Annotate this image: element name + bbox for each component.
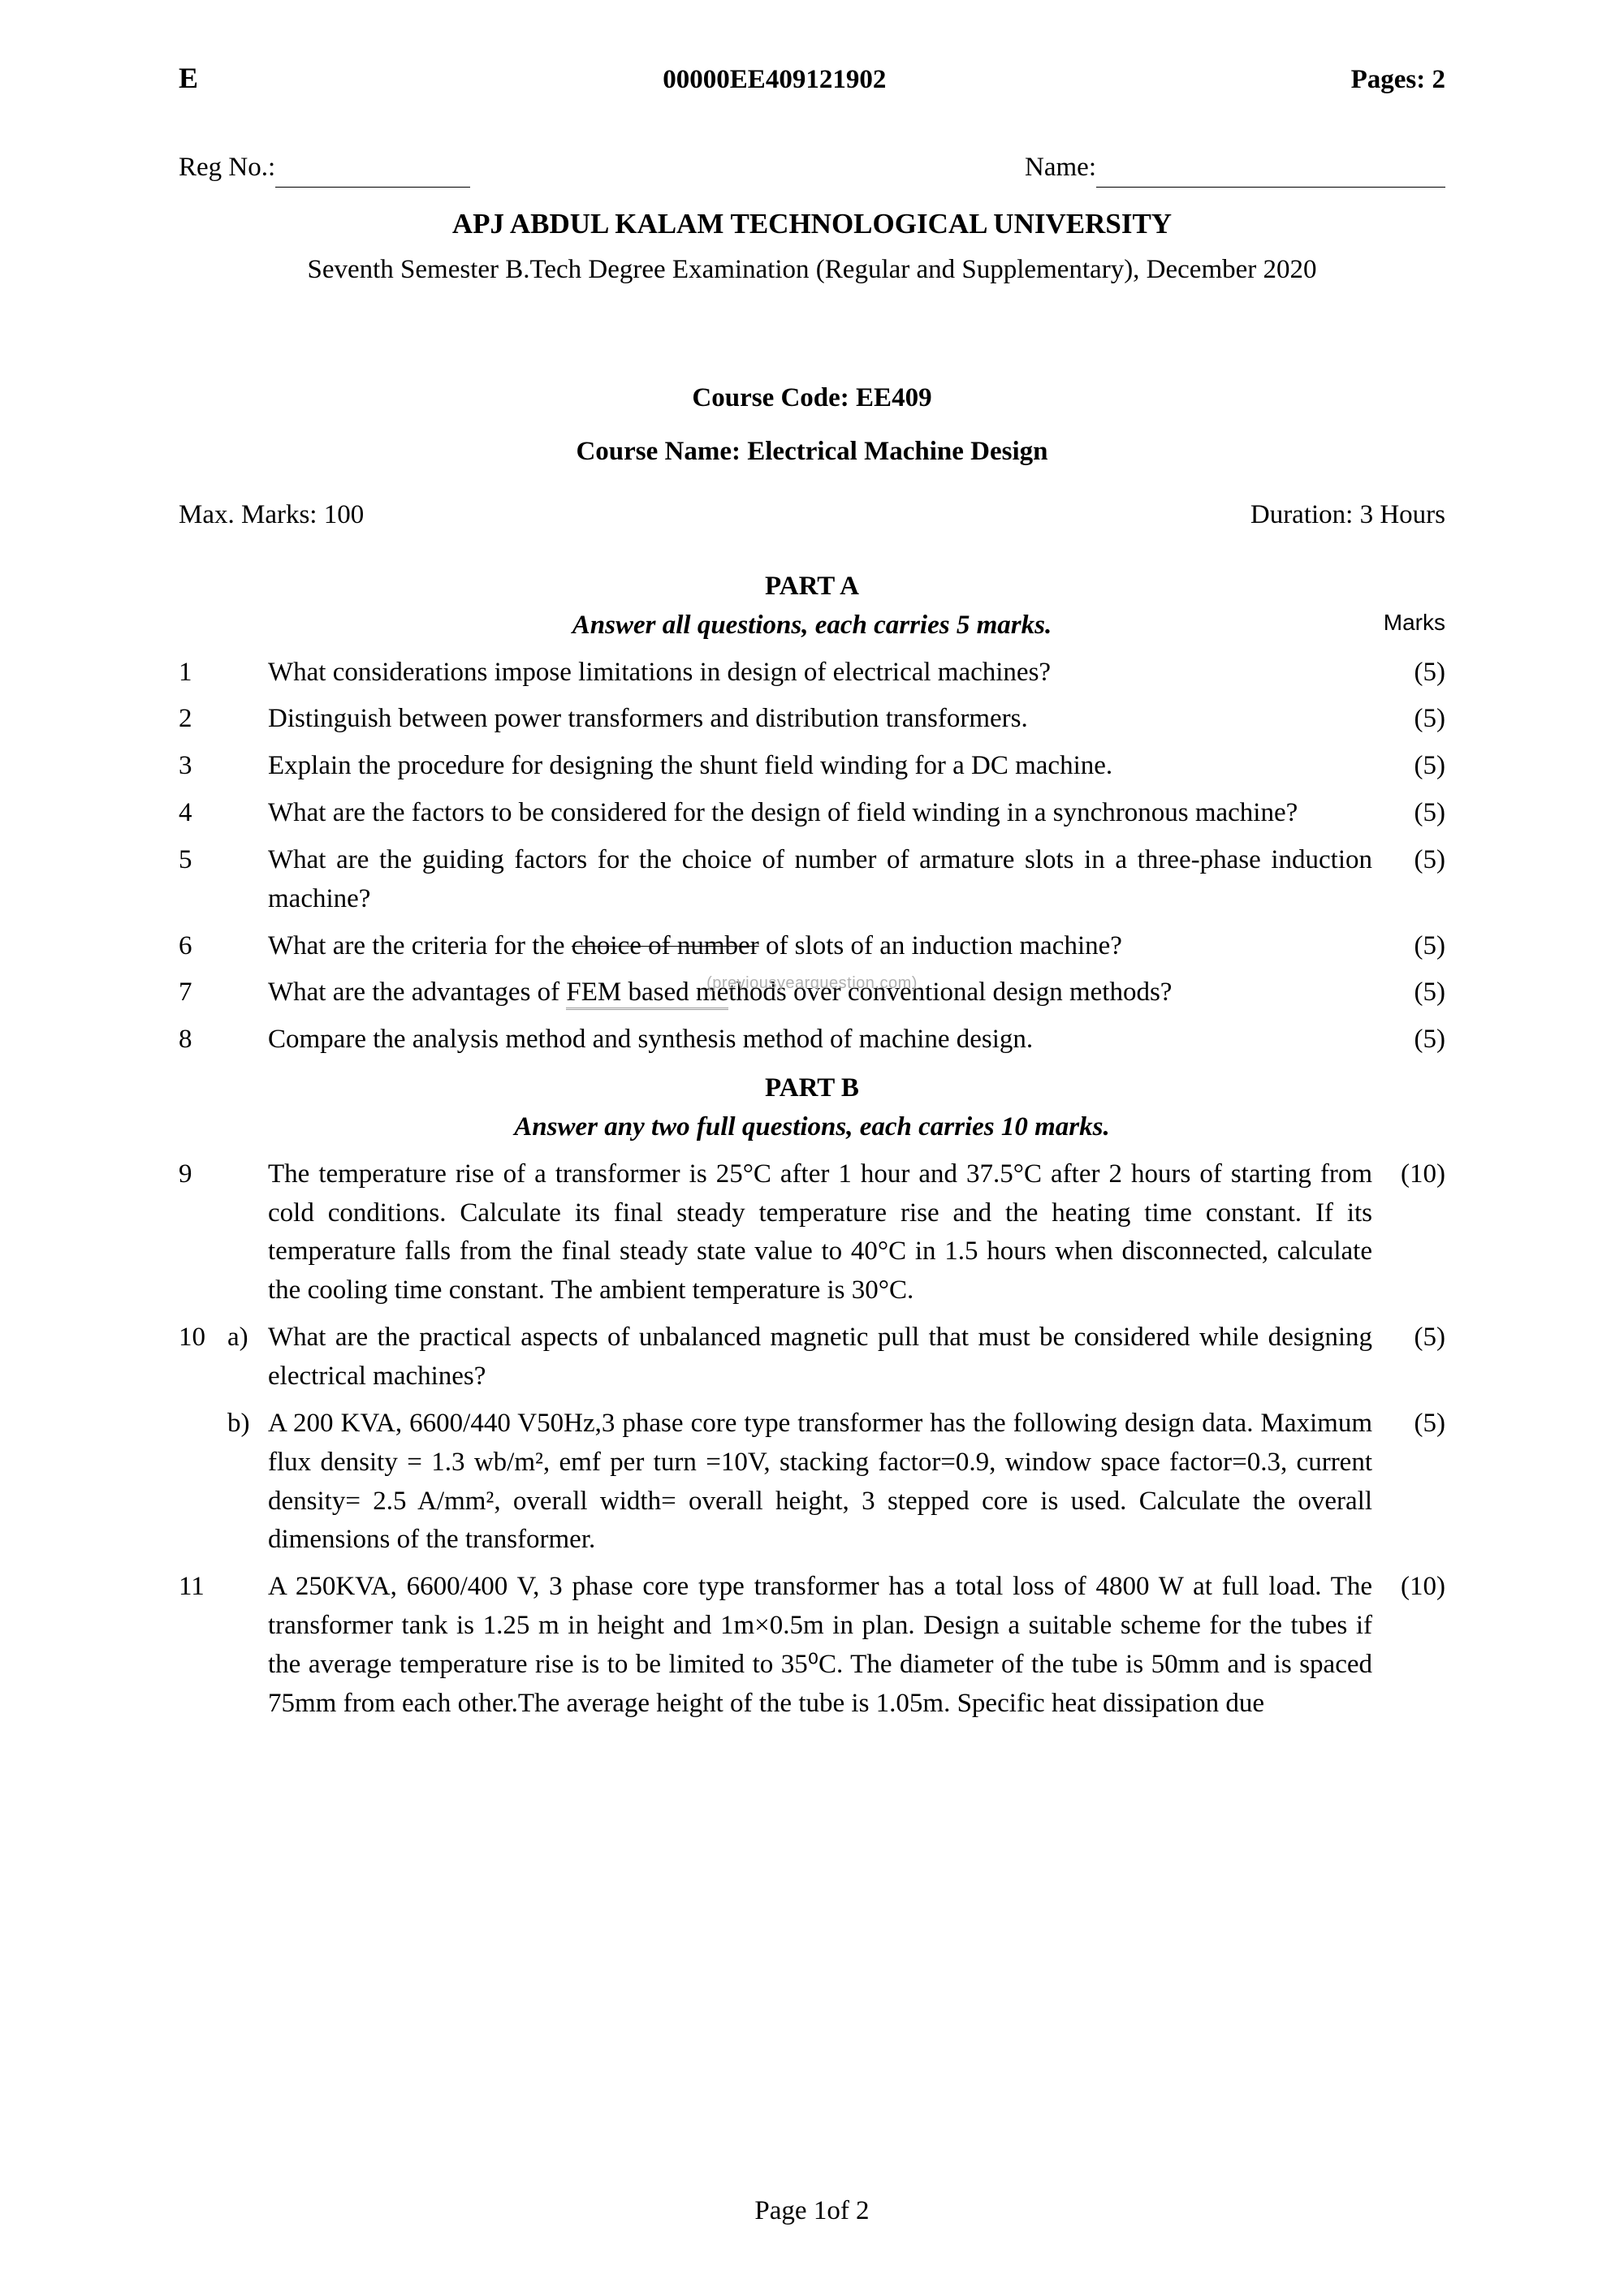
course-name-row: Course Name: Electrical Machine Design [179,433,1445,472]
q-marks: (5) [1389,654,1445,693]
q-num: 5 [179,841,227,919]
q-num: 8 [179,1021,227,1060]
reg-name-row: Reg No.: Name: [179,149,1445,188]
question-row: 9 The temperature rise of a transformer … [179,1155,1445,1310]
q-text: Distinguish between power transformers a… [268,700,1389,739]
q-sub [227,700,268,739]
exam-description: Seventh Semester B.Tech Degree Examinati… [179,251,1445,290]
q-sub: b) [227,1405,268,1560]
q-num: 7 [179,973,227,1012]
q-marks: (5) [1389,1405,1445,1560]
q-sub [227,841,268,919]
q-text: The temperature rise of a transformer is… [268,1155,1389,1310]
q-sub [227,1021,268,1060]
course-name: Electrical Machine Design [747,437,1047,466]
q-text: A 200 KVA, 6600/440 V50Hz,3 phase core t… [268,1405,1389,1560]
q-num: 9 [179,1155,227,1310]
q-sub [227,927,268,966]
question-row: b) A 200 KVA, 6600/440 V50Hz,3 phase cor… [179,1405,1445,1560]
q-text-strike: choice of number [572,931,759,960]
part-a-instruction: Answer all questions, each carries 5 mar… [179,606,1445,645]
reg-label: Reg No.: [179,149,275,188]
part-a-instr-text: Answer all questions, each carries 5 mar… [572,611,1052,640]
reg-no-field: Reg No.: [179,149,470,188]
q-marks: (5) [1389,747,1445,786]
page-count: Pages: 2 [1351,61,1445,100]
q-marks: (5) [1389,1318,1445,1396]
part-b-instruction: Answer any two full questions, each carr… [179,1108,1445,1147]
q-text: Compare the analysis method and synthesi… [268,1021,1389,1060]
q-num: 11 [179,1568,227,1723]
q-text-post: of slots of an induction machine? [759,931,1122,960]
q-text-under: FEM based me [566,978,728,1010]
q-text: Explain the procedure for designing the … [268,747,1389,786]
course-code: Course Code: EE409 [179,379,1445,418]
q-text: What are the advantages of FEM based met… [268,973,1389,1012]
q-text: What are the criteria for the choice of … [268,927,1389,966]
marks-duration-row: Max. Marks: 100 Duration: 3 Hours [179,496,1445,535]
question-row: 11 A 250KVA, 6600/400 V, 3 phase core ty… [179,1568,1445,1723]
q-text-pre: What are the advantages of [268,978,566,1007]
q-sub: a) [227,1318,268,1396]
max-marks: Max. Marks: 100 [179,496,364,535]
q-num: 1 [179,654,227,693]
question-row: 3 Explain the procedure for designing th… [179,747,1445,786]
document-id: 00000EE409121902 [198,61,1351,100]
duration: Duration: 3 Hours [1250,496,1445,535]
part-b-instr-text: Answer any two full questions, each carr… [514,1112,1109,1142]
q-text: What are the guiding factors for the cho… [268,841,1389,919]
q-marks: (10) [1389,1155,1445,1310]
question-row: 6 What are the criteria for the choice o… [179,927,1445,966]
q-marks: (5) [1389,973,1445,1012]
q-sub [227,1155,268,1310]
marks-column-label: Marks [1384,606,1445,640]
q-text: A 250KVA, 6600/400 V, 3 phase core type … [268,1568,1389,1723]
q-num: 6 [179,927,227,966]
name-field: Name: [1025,149,1445,188]
q-marks: (5) [1389,841,1445,919]
header-row: E 00000EE409121902 Pages: 2 [179,57,1445,100]
q-text: What considerations impose limitations i… [268,654,1389,693]
q-sub [227,794,268,833]
q-text-post: thods over conventional design methods? [728,978,1172,1007]
q-num: 10 [179,1318,227,1396]
question-row: 8 Compare the analysis method and synthe… [179,1021,1445,1060]
question-row: 1 What considerations impose limitations… [179,654,1445,693]
question-row: 10 a) What are the practical aspects of … [179,1318,1445,1396]
q-sub [227,747,268,786]
q-num: 2 [179,700,227,739]
university-name: APJ ABDUL KALAM TECHNOLOGICAL UNIVERSITY [179,204,1445,245]
part-b-title: PART B [179,1069,1445,1108]
q-marks: (5) [1389,927,1445,966]
question-row: (previousyearquestion.com) 7 What are th… [179,973,1445,1012]
q-sub [227,1568,268,1723]
exam-letter: E [179,57,198,99]
q-num: 3 [179,747,227,786]
q-num [179,1405,227,1560]
q-text-pre: What are the criteria for the [268,931,572,960]
q-marks: (5) [1389,1021,1445,1060]
part-a-title: PART A [179,568,1445,606]
name-underline [1096,158,1445,187]
reg-underline [275,158,470,187]
part-b: PART B Answer any two full questions, ea… [179,1069,1445,1724]
question-row: 5 What are the guiding factors for the c… [179,841,1445,919]
question-row: 4 What are the factors to be considered … [179,794,1445,833]
q-sub [227,973,268,1012]
course-name-label: Course Name: [576,437,741,466]
q-marks: (5) [1389,794,1445,833]
name-label: Name: [1025,149,1096,188]
q-marks: (10) [1389,1568,1445,1723]
q-sub [227,654,268,693]
question-row: 2 Distinguish between power transformers… [179,700,1445,739]
q-num: 4 [179,794,227,833]
page-footer: Page 1of 2 [0,2192,1624,2231]
q-marks: (5) [1389,700,1445,739]
q-text: What are the practical aspects of unbala… [268,1318,1389,1396]
part-a-questions: 1 What considerations impose limitations… [179,654,1445,1060]
q-text: What are the factors to be considered fo… [268,794,1389,833]
